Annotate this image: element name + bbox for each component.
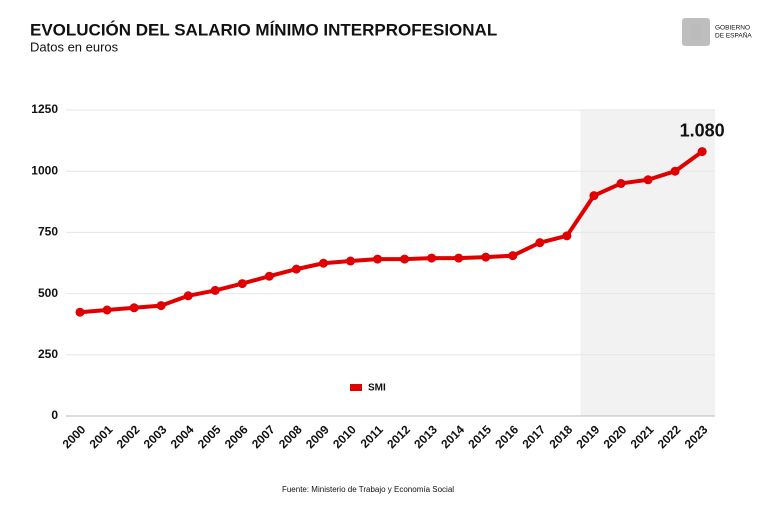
y-tick-label: 250 — [38, 347, 58, 361]
data-point — [589, 191, 599, 201]
x-tick-label: 2019 — [574, 422, 603, 451]
data-point — [427, 253, 437, 263]
data-point — [210, 285, 220, 295]
data-point — [156, 301, 166, 311]
data-point — [237, 279, 247, 289]
data-point — [291, 264, 301, 274]
y-tick-label: 1250 — [31, 102, 58, 116]
x-tick-label: 2004 — [168, 422, 197, 451]
x-tick-label: 2017 — [519, 422, 548, 451]
x-tick-label: 2012 — [384, 422, 413, 451]
data-point — [481, 252, 491, 262]
data-point — [373, 254, 383, 264]
x-tick-label: 2003 — [141, 422, 170, 451]
x-tick-label: 2011 — [358, 422, 387, 451]
y-tick-label: 1000 — [31, 163, 58, 177]
x-tick-label: 2008 — [276, 422, 305, 451]
x-tick-label: 2016 — [492, 422, 521, 451]
chart-subtitle: Datos en euros — [30, 39, 119, 54]
chart-title: EVOLUCIÓN DEL SALARIO MÍNIMO INTERPROFES… — [30, 20, 497, 39]
x-tick-label: 2018 — [546, 422, 575, 451]
x-tick-label: 2005 — [195, 422, 224, 451]
x-tick-label: 2021 — [628, 422, 657, 451]
data-point — [264, 271, 274, 281]
x-tick-label: 2009 — [303, 422, 332, 451]
y-tick-label: 0 — [51, 408, 58, 422]
x-tick-label: 2014 — [438, 422, 467, 451]
series-line — [79, 149, 704, 315]
data-point — [400, 254, 410, 264]
data-point — [75, 307, 85, 317]
x-tick-label: 2001 — [87, 422, 116, 451]
x-tick-label: 2013 — [411, 422, 440, 451]
x-tick-label: 2007 — [249, 422, 278, 451]
x-tick-label: 2000 — [60, 422, 89, 451]
data-point — [102, 305, 112, 315]
data-point — [454, 253, 464, 263]
source: Fuente: Ministerio de Trabajo y Economía… — [282, 485, 454, 494]
data-point — [508, 251, 518, 261]
data-point — [562, 231, 572, 241]
data-point — [616, 178, 626, 188]
y-tick-label: 500 — [38, 286, 58, 300]
logo: GOBIERNO DE ESPAÑA — [682, 18, 752, 46]
x-tick-label: 2006 — [222, 422, 251, 451]
x-tick-label: 2002 — [114, 422, 143, 451]
data-point — [643, 175, 653, 185]
logo-text: DE ESPAÑA — [715, 31, 752, 40]
legend-swatch — [350, 384, 362, 391]
x-tick-label: 2022 — [655, 422, 684, 451]
x-tick-label: 2023 — [682, 422, 711, 451]
x-tick-label: 2015 — [465, 422, 494, 451]
legend-label: SMI — [368, 383, 386, 394]
data-point — [670, 166, 680, 176]
x-tick-label: 2010 — [330, 422, 359, 451]
data-point — [697, 147, 707, 157]
logo-text: GOBIERNO — [715, 25, 750, 32]
data-point — [129, 303, 139, 313]
data-point — [346, 256, 355, 266]
data-label: 1.080 — [680, 120, 725, 140]
y-tick-label: 750 — [38, 225, 58, 239]
data-point — [183, 291, 193, 301]
x-tick-label: 2020 — [601, 422, 630, 451]
data-point — [318, 258, 328, 268]
data-point — [535, 238, 545, 248]
